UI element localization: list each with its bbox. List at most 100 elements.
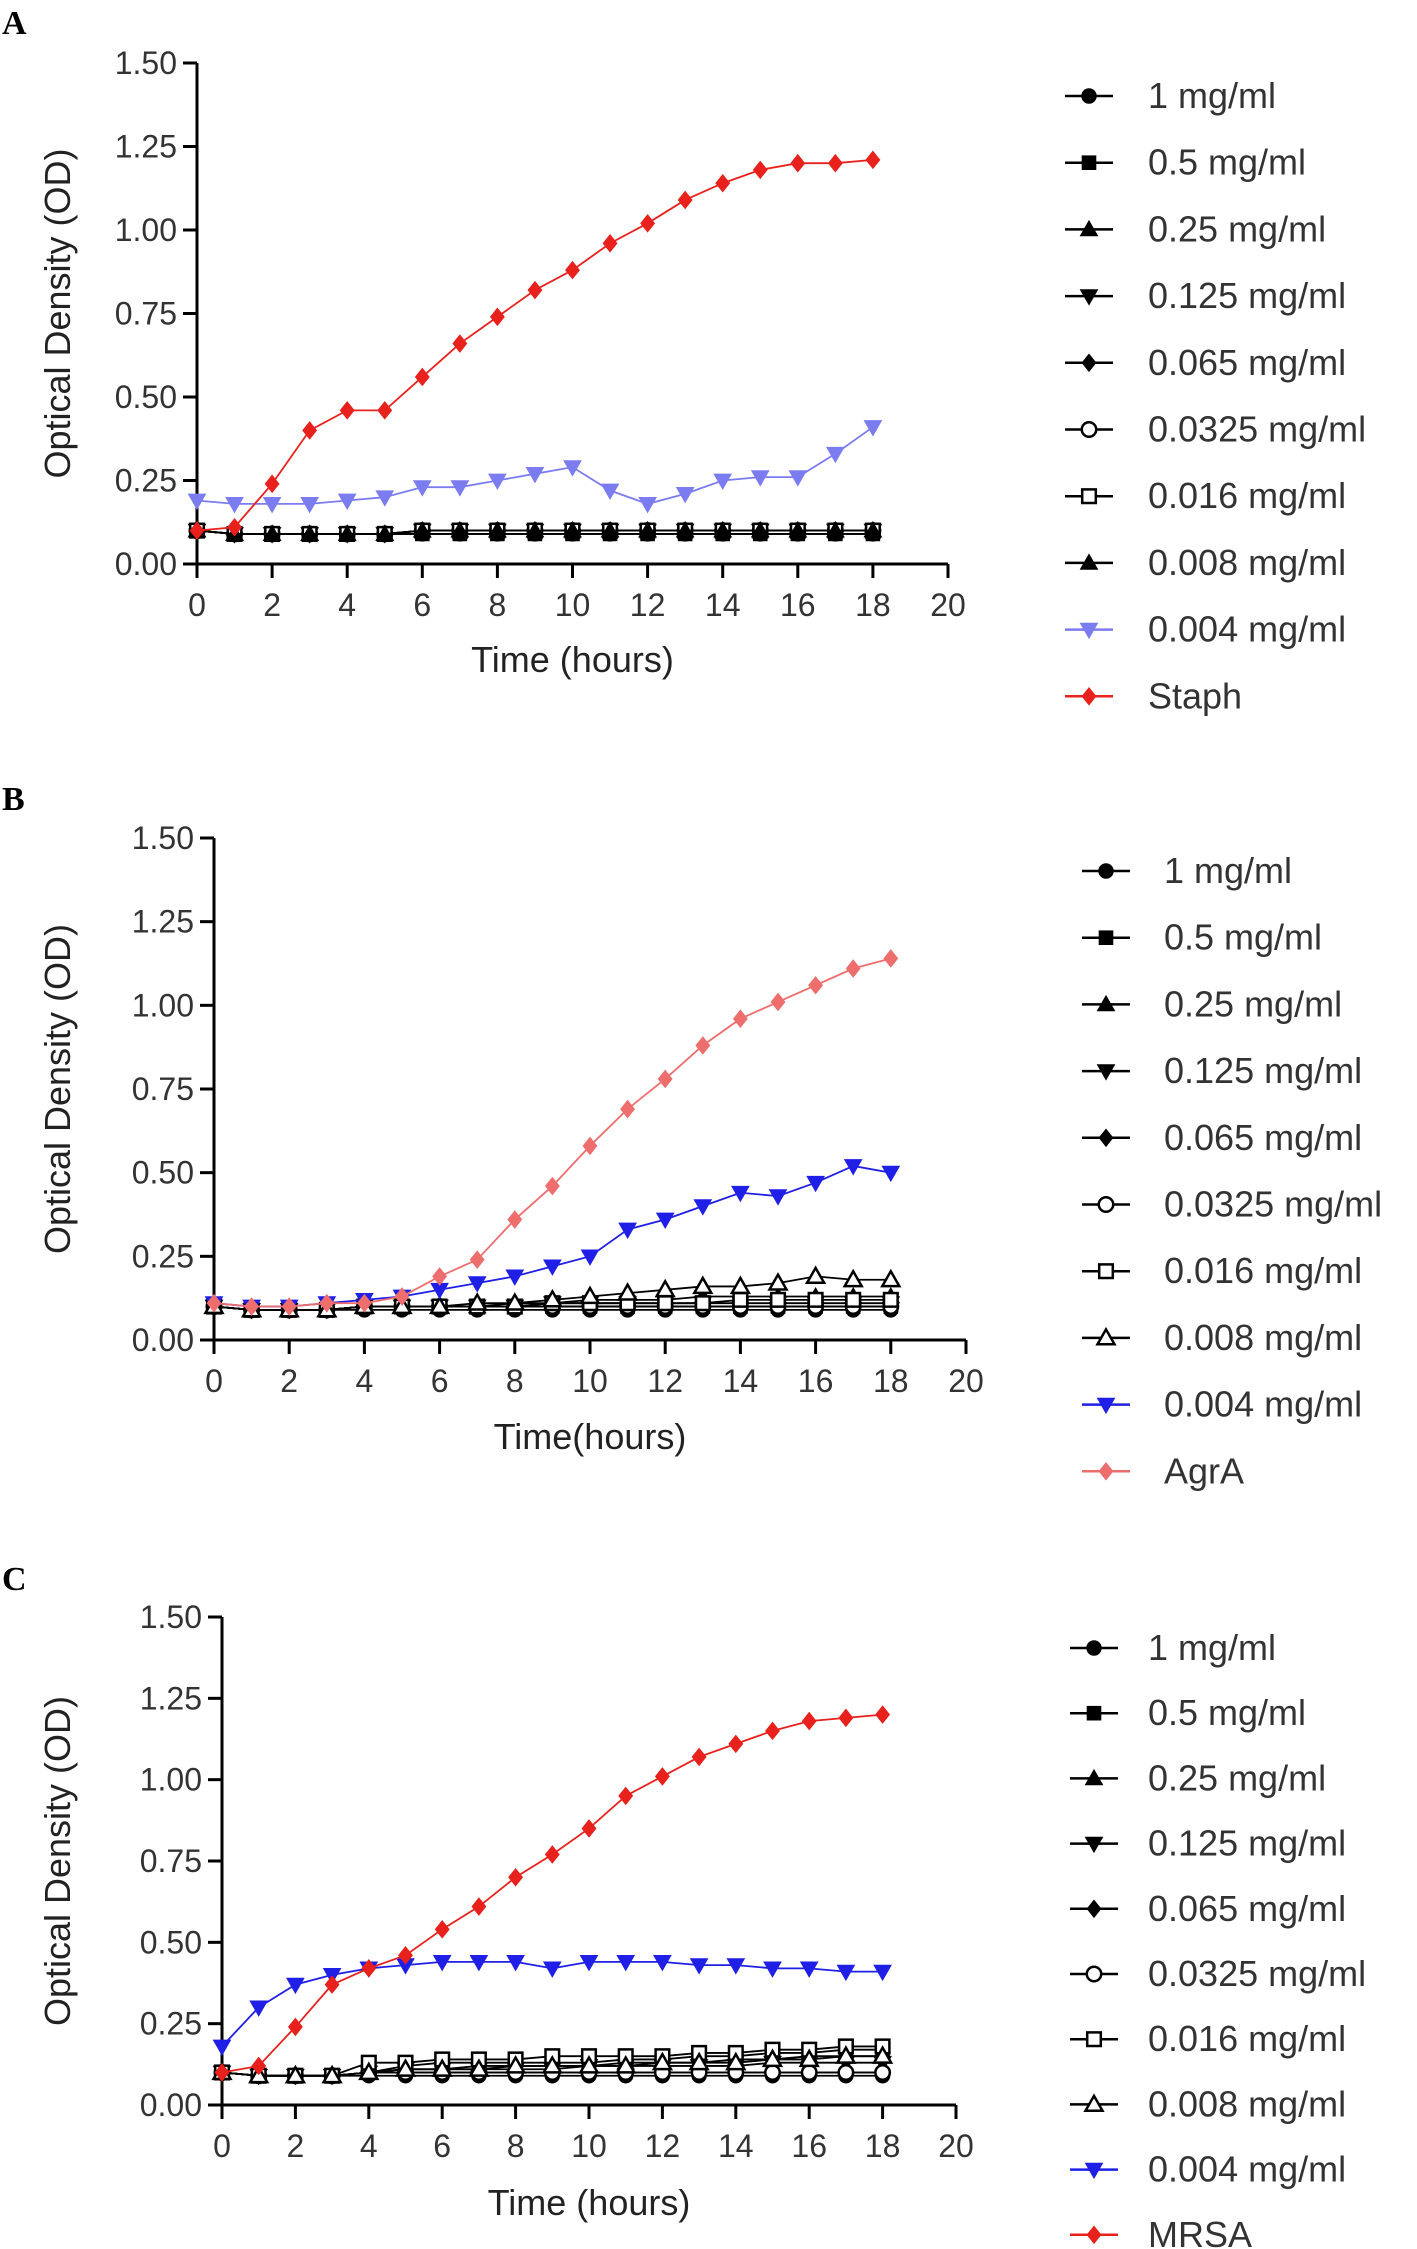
data-point [544,1176,560,1196]
data-point [881,1165,901,1183]
data-point [469,1954,489,1972]
y-tick-label: 1.00 [132,987,194,1023]
y-axis-title: Optical Density (OD) [37,924,78,1254]
legend-item: 0.004 mg/ml [1082,1384,1362,1425]
y-axis-title: Optical Density (OD) [37,148,78,478]
y-tick-label: 1.00 [140,1762,202,1798]
data-point [579,1285,601,1305]
legend-marker [1096,1397,1116,1415]
data-point [602,234,618,253]
legend-label: 0.125 mg/ml [1148,275,1346,316]
data-point [580,1249,600,1266]
data-point [287,2017,303,2037]
legend-item: 1 mg/ml [1082,850,1292,891]
legend-label: 0.008 mg/ml [1164,1317,1362,1358]
x-tick-label: 8 [506,1363,524,1399]
data-point [808,975,824,995]
data-point [412,521,432,538]
data-point [873,1964,892,1982]
data-point [214,2063,230,2082]
legend-marker [1079,553,1099,570]
legend-item: 0.065 mg/ml [1082,1117,1362,1158]
data-point [836,1964,856,1982]
legend-marker [1079,219,1099,237]
data-point [300,524,320,541]
data-point [825,521,845,538]
series-0-004-mg-ml [212,1954,892,2056]
data-point [865,150,881,170]
x-tick-label: 8 [489,587,507,623]
y-tick-label: 0.25 [140,2006,202,2042]
data-point [761,2048,784,2068]
data-point [302,421,318,440]
data-point [394,2058,417,2077]
y-tick-label: 0.75 [140,1843,202,1879]
x-tick-label: 4 [356,1363,374,1399]
legend-label: 0.004 mg/ml [1164,1384,1362,1425]
data-point [880,1268,902,1288]
legend-label: 0.5 mg/ml [1164,917,1322,958]
legend-item: 0.008 mg/ml [1082,1317,1362,1358]
data-point [800,2063,818,2081]
data-point [428,1295,451,1315]
series-line [196,426,874,505]
legend-marker [1081,155,1097,170]
data-point [801,1711,817,1731]
series-staph [189,150,881,540]
x-tick-label: 2 [280,1363,298,1399]
legend-item: 0.0325 mg/ml [1070,1953,1366,1994]
series-mrsa [214,1705,891,2082]
data-point [874,2063,892,2081]
data-point [618,1786,634,1806]
data-point [765,1721,780,1741]
legend-label: 0.0325 mg/ml [1148,409,1366,450]
x-tick-label: 10 [572,1363,608,1399]
data-point [281,1297,297,1316]
data-point [319,1293,335,1313]
data-point [563,521,582,538]
x-axis-title: Time(hours) [494,1416,687,1457]
data-point [790,153,806,173]
legend-item: 0.25 mg/ml [1082,983,1342,1024]
y-tick-label: 0.00 [132,1322,194,1358]
data-point [339,401,355,420]
data-point [504,2054,527,2074]
series-agra [206,949,899,1316]
legend-marker [1079,622,1099,640]
data-point [489,307,505,327]
legend-item: 0.25 mg/ml [1070,1757,1326,1798]
y-tick-label: 1.25 [115,129,177,165]
data-point [471,1897,487,1916]
data-point [692,1275,714,1295]
data-point [825,446,845,464]
legend-marker [1098,1461,1114,1481]
y-tick-label: 0.50 [140,1924,202,1960]
data-point [763,1961,782,1978]
x-axis-title: Time (hours) [471,639,674,680]
data-point [728,1734,744,1754]
data-point [251,2056,267,2076]
data-point [431,2058,453,2077]
x-tick-label: 10 [555,587,591,623]
data-point [206,1293,222,1313]
data-point [286,1977,305,1995]
data-point [581,1819,597,1838]
legend-marker [1098,1128,1114,1148]
legend-marker [1086,2225,1102,2245]
legend-marker [1096,994,1116,1012]
y-axis-title: Optical Density (OD) [37,1696,78,2026]
y-tick-label: 0.00 [140,2087,202,2123]
legend-item: 0.065 mg/ml [1070,1888,1346,1929]
legend-item: 0.125 mg/ml [1070,1823,1346,1864]
data-point [506,1954,525,1972]
data-point [227,517,242,537]
legend-item: 0.125 mg/ml [1065,275,1346,316]
x-tick-label: 14 [705,587,741,623]
data-point [638,497,657,514]
data-point [488,473,507,491]
data-point [732,1009,748,1029]
legend-label: 0.016 mg/ml [1164,1250,1362,1291]
legend-marker [1081,686,1097,706]
data-point [542,1961,562,1978]
